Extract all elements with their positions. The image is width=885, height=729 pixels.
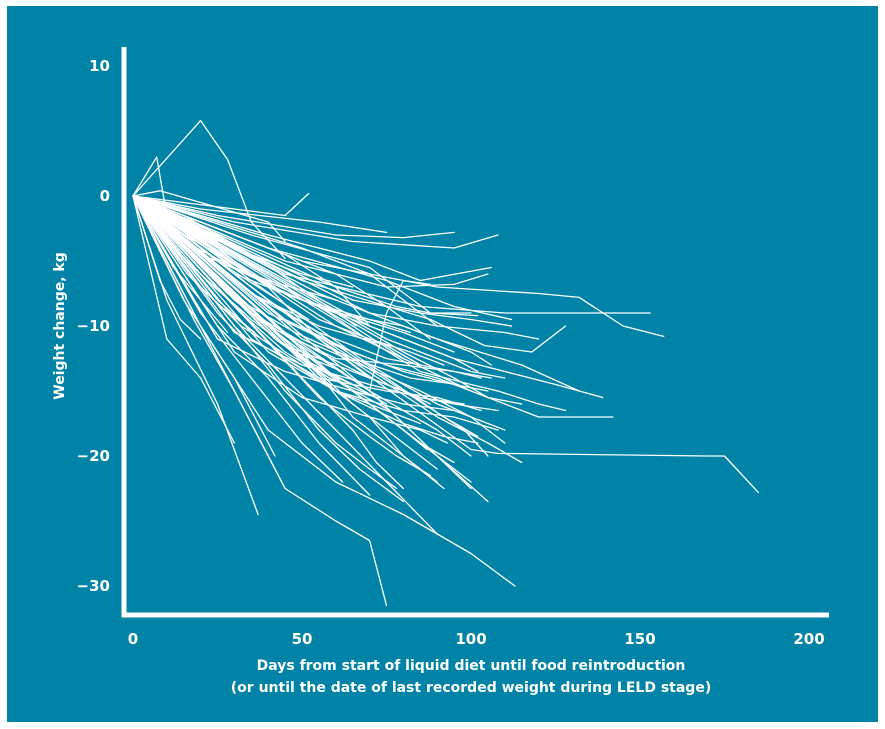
series-line-3 <box>132 192 310 217</box>
x-tick-label: 100 <box>455 630 486 648</box>
series-line-74 <box>132 195 432 477</box>
series-line-77 <box>132 195 523 405</box>
series-line-6 <box>132 195 499 249</box>
series-line-83 <box>132 195 296 301</box>
series-line-86 <box>132 195 229 334</box>
series-line-96 <box>132 195 357 327</box>
series-line-32 <box>132 195 344 483</box>
series-line-100 <box>132 195 459 386</box>
series-line-73 <box>132 195 398 490</box>
x-tick-label: 0 <box>128 630 138 648</box>
series-line-93 <box>132 195 378 399</box>
series-line-30 <box>132 195 405 503</box>
series-line-91 <box>132 195 330 379</box>
series-lines <box>132 119 759 607</box>
series-line-64 <box>132 195 506 379</box>
series-line-38 <box>132 195 388 607</box>
x-axis-label-line-1: Days from start of liquid diet until foo… <box>257 658 686 674</box>
line-chart: 100−10−20−30 0 50 100 150 200 Weight change,… <box>52 47 829 696</box>
series-line-48 <box>132 195 448 444</box>
series-line-99 <box>132 195 344 373</box>
chart-panel: 10 0 −10 −20 −30 0 50 100 150 200 Weight change,… <box>7 6 878 722</box>
series-line-101 <box>132 195 492 379</box>
series-line-5 <box>132 195 455 239</box>
x-tick-labels: 0 50 100 150 200 <box>128 630 825 648</box>
series-line-60 <box>132 195 513 327</box>
series-line-97 <box>132 195 378 347</box>
x-tick-label: 50 <box>292 630 313 648</box>
series-line-47 <box>132 195 455 412</box>
y-tick-label: −20 <box>77 447 110 465</box>
series-line-4 <box>132 195 388 234</box>
series-line-36 <box>132 195 236 444</box>
series-line-65 <box>132 195 479 373</box>
x-axis-label-line-2: (or until the date of last recorded weig… <box>231 680 711 696</box>
series-line-13 <box>132 195 492 282</box>
series-line-8 <box>132 195 472 314</box>
series-line-29 <box>132 195 438 535</box>
series-line-87 <box>132 195 202 340</box>
series-line-90 <box>132 195 303 366</box>
series-line-61 <box>132 195 540 340</box>
y-tick-label: −30 <box>77 577 110 595</box>
x-tick-label: 200 <box>793 630 824 648</box>
series-line-62 <box>132 195 432 392</box>
series-line-80 <box>132 195 219 243</box>
series-line-12 <box>132 195 567 353</box>
series-line-7 <box>132 190 286 243</box>
y-tick-label: 0 <box>100 187 110 205</box>
series-line-59 <box>132 195 479 317</box>
series-line-1 <box>132 119 286 260</box>
series-line-98 <box>132 195 405 360</box>
y-axis-label: Weight change, kg <box>52 252 68 400</box>
y-tick-label: 10 <box>89 57 110 75</box>
series-line-81 <box>132 195 236 269</box>
y-tick-label: −10 <box>77 317 110 335</box>
series-line-57 <box>132 195 432 340</box>
series-line-94 <box>132 195 391 412</box>
series-line-84 <box>132 195 310 321</box>
y-tick-labels: 10 0 −10 −20 −30 <box>77 57 110 595</box>
series-line-71 <box>132 195 438 470</box>
x-tick-label: 150 <box>624 630 655 648</box>
series-line-67 <box>132 195 405 392</box>
series-line-58 <box>132 195 438 327</box>
